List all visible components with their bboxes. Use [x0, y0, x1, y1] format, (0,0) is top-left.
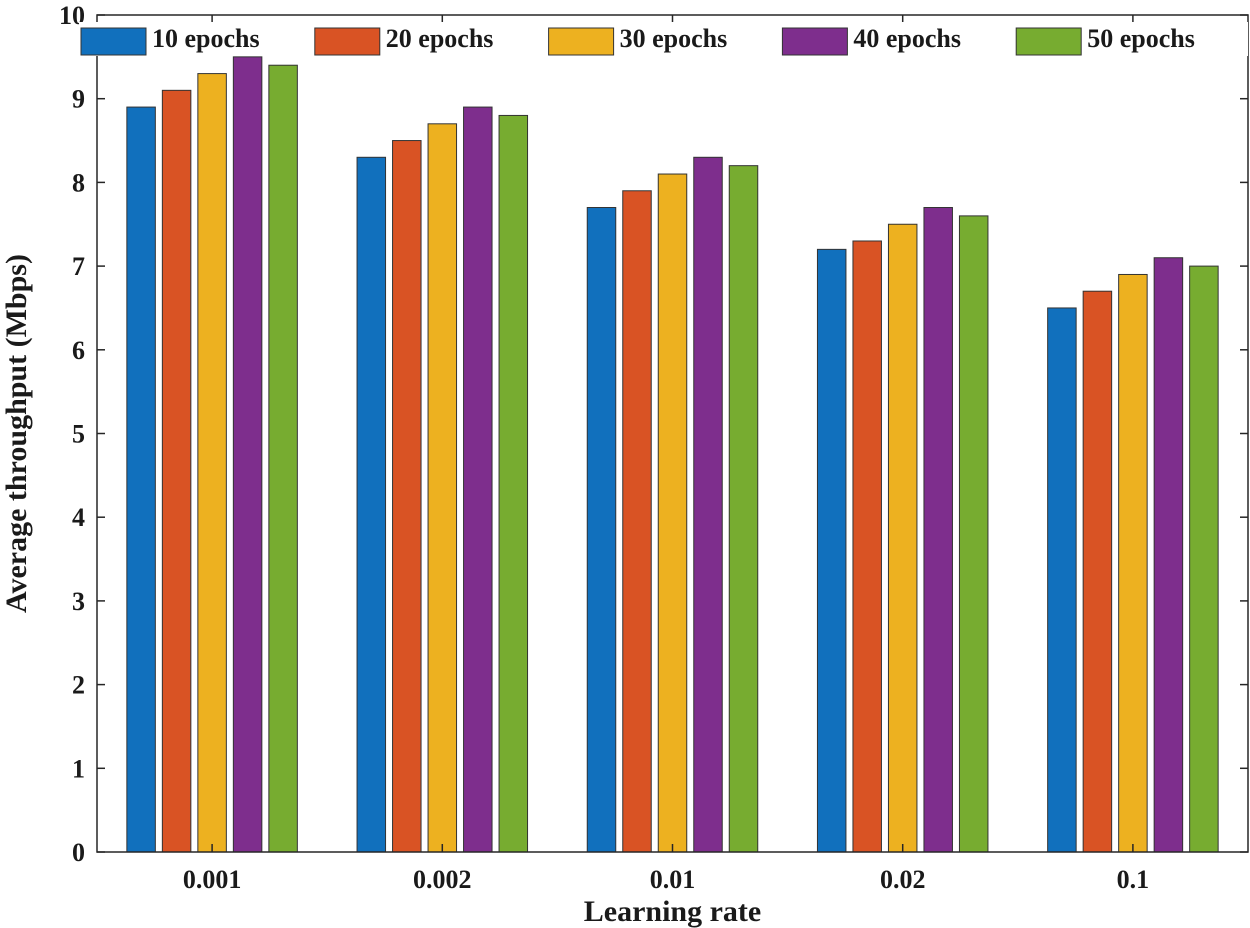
x-tick-label: 0.001 [183, 865, 242, 894]
bar-30-epochs-0.001 [197, 73, 227, 853]
legend-label-30-epochs: 30 epochs [620, 24, 728, 53]
bar-20-epochs-0.001 [161, 89, 192, 853]
y-tick-label: 3 [72, 587, 85, 616]
y-tick-label: 6 [72, 336, 85, 365]
bar-40-epochs-0.001 [232, 56, 263, 853]
bar-40-epochs-0.02 [923, 207, 953, 853]
bar-10-epochs-0.002 [356, 156, 387, 853]
bar-10-epochs-0.02 [816, 248, 847, 853]
x-tick-label: 0.01 [650, 865, 696, 894]
bar-30-epochs-0.1 [1118, 273, 1148, 853]
bar-40-epochs-0.002 [463, 106, 493, 853]
legend-swatch-30-epochs [548, 27, 615, 56]
legend-swatch-20-epochs [314, 27, 381, 56]
y-tick-label: 0 [72, 838, 85, 867]
bar-10-epochs-0.1 [1047, 307, 1077, 853]
legend-swatch-40-epochs [781, 27, 848, 56]
bar-20-epochs-0.1 [1082, 290, 1113, 853]
bar-40-epochs-0.01 [693, 156, 723, 853]
x-tick-label: 0.02 [880, 865, 926, 894]
bar-40-epochs-0.1 [1153, 257, 1184, 853]
bar-50-epochs-0.01 [728, 165, 759, 853]
bar-10-epochs-0.001 [126, 106, 156, 853]
legend-label-20-epochs: 20 epochs [386, 24, 494, 53]
bars-layer [126, 56, 1219, 853]
bar-50-epochs-0.1 [1189, 265, 1219, 853]
x-tick-label: 0.1 [1117, 865, 1150, 894]
y-axis-title: Average throughput (Mbps) [0, 254, 33, 613]
y-tick-label: 4 [72, 503, 85, 532]
bar-10-epochs-0.01 [586, 207, 617, 853]
bar-50-epochs-0.02 [958, 215, 989, 853]
y-tick-label: 1 [72, 754, 85, 783]
legend-label-10-epochs: 10 epochs [152, 24, 260, 53]
bar-30-epochs-0.02 [887, 223, 918, 853]
legend-label-40-epochs: 40 epochs [853, 24, 961, 53]
bar-50-epochs-0.001 [268, 64, 298, 853]
y-tick-label: 5 [72, 420, 85, 449]
legend-label-50-epochs: 50 epochs [1087, 24, 1195, 53]
x-tick-label: 0.002 [413, 865, 472, 894]
x-axis-title: Learning rate [584, 895, 761, 928]
bar-20-epochs-0.02 [852, 240, 882, 853]
bar-50-epochs-0.002 [498, 114, 529, 853]
legend-swatch-50-epochs [1015, 27, 1082, 56]
y-tick-label: 2 [72, 671, 85, 700]
legend-swatch-10-epochs [80, 27, 147, 56]
bar-20-epochs-0.01 [622, 190, 652, 853]
y-tick-label: 9 [72, 85, 85, 114]
bar-30-epochs-0.002 [427, 123, 458, 853]
y-tick-label: 7 [72, 252, 85, 281]
legend: 10 epochs 20 epochs 30 epochs 40 epochs 50 e… [79, 22, 1248, 56]
bar-20-epochs-0.002 [392, 140, 422, 853]
y-tick-label: 8 [72, 168, 85, 197]
bar-30-epochs-0.01 [657, 173, 688, 853]
